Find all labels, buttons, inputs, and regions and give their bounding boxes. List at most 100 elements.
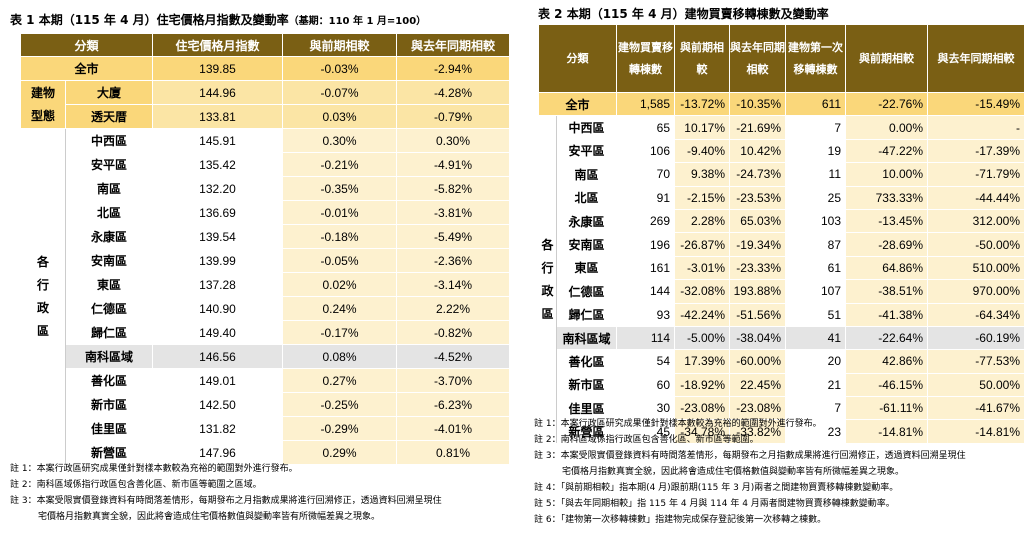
cell-mom: 0.24% <box>282 296 398 321</box>
table-row: 各行政區中西區 65 10.17% -21.69% 7 0.00% - <box>538 115 1024 444</box>
cell-mom: -0.01% <box>282 200 398 225</box>
cell-index: 144.96 <box>152 80 284 105</box>
cell-cnt: 91 <box>616 185 675 210</box>
cell-mom: -3.01% <box>674 255 730 281</box>
table-row: 歸仁區 149.40 -0.17% -0.82% <box>21 320 511 345</box>
cell-mom: -0.07% <box>282 80 398 105</box>
table-row: 北區 91 -2.15% -23.53% 25 733.33% -44.44% <box>539 185 1024 210</box>
cell-mom: -13.72% <box>674 91 730 117</box>
cell-mom: 0.27% <box>282 368 398 393</box>
cell-fyoy: -44.44% <box>927 185 1024 210</box>
cell-yoy: -3.70% <box>396 368 511 393</box>
table2-note-4: 註 4：「與前期相較」指本期(4 月)跟前期(115 年 3 月)兩者之間建物買… <box>534 483 899 493</box>
table1-title-text: 表 1 本期（115 年 4 月）住宅價格月指數及變動率 <box>10 13 289 27</box>
cell-fmom: -22.64% <box>845 325 928 351</box>
cell-cnt: 93 <box>616 302 675 327</box>
cell-fyoy: -50.00% <box>927 232 1024 257</box>
cell-first: 107 <box>785 279 846 304</box>
table1-header-row: 分類 住宅價格月指數 與前期相較 與去年同期相較 <box>19 33 511 57</box>
cell-yoy: -3.81% <box>396 200 511 225</box>
table2-note-5: 註 5：「與去年同期相較」指 115 年 4 月與 114 年 4 月兩者間建物… <box>534 499 895 509</box>
cell-mom: 2.28% <box>674 208 730 234</box>
cell-first: 87 <box>785 232 846 257</box>
cell-yoy: -2.36% <box>396 248 511 273</box>
row-name: 安南區 <box>556 232 617 257</box>
table-row: 各行政區中西區 145.91 0.30% 0.30% <box>20 128 511 465</box>
row-name: 佳里區 <box>64 416 154 441</box>
table-row: 南區 132.20 -0.35% -5.82% <box>21 176 511 201</box>
t2-header-category: 分類 <box>538 24 617 93</box>
cell-index: 149.40 <box>152 320 284 345</box>
row-name: 北區 <box>556 185 617 210</box>
cell-fyoy: -64.34% <box>927 302 1024 327</box>
cell-mom: 10.17% <box>674 115 730 140</box>
table-row: 安南區 196 -26.87% -19.34% 87 -28.69% -50.00% <box>539 232 1024 257</box>
cell-yoy: 65.03% <box>729 208 786 234</box>
table-row: 南科區域 146.56 0.08% -4.52% <box>21 344 511 369</box>
cell-mom: -42.24% <box>674 302 730 327</box>
t2-header-first: 建物第一次移轉棟數 <box>785 24 846 93</box>
cell-cnt: 114 <box>616 325 675 351</box>
group-label-char: 各 <box>36 254 49 269</box>
table-row: 東區 137.28 0.02% -3.14% <box>21 272 511 297</box>
cell-fyoy: 312.00% <box>927 208 1024 234</box>
cell-yoy: -4.28% <box>396 80 511 105</box>
cell-index: 149.01 <box>152 368 284 393</box>
row-name: 善化區 <box>64 368 154 393</box>
table1-note-3: 註 3：本案受限實價登錄資料有時間落差情形，每期發布之月指數成果將進行回溯修正，… <box>10 496 442 506</box>
table-row: 仁德區 140.90 0.24% 2.22% <box>21 296 511 321</box>
cell-cnt: 106 <box>616 138 675 164</box>
table-row: 仁德區 144 -32.08% 193.88% 107 -38.51% 970.00% <box>539 279 1024 304</box>
cell-yoy: -4.01% <box>396 416 511 441</box>
cell-mom: -0.17% <box>282 320 398 345</box>
cell-fmom: 10.00% <box>845 162 928 187</box>
table-row: 透天厝 133.81 0.03% -0.79% <box>21 104 511 129</box>
table2-title: 表 2 本期（115 年 4 月）建物買賣移轉棟數及變動率 <box>538 7 829 21</box>
cell-first: 25 <box>785 185 846 210</box>
group-label-char: 政 <box>36 300 49 315</box>
cell-mom: -34.78% <box>674 419 730 444</box>
cell-yoy: -0.79% <box>396 104 511 129</box>
cell-fyoy: -15.49% <box>927 91 1024 117</box>
cell-fmom: -14.81% <box>845 419 928 444</box>
row-name: 歸仁區 <box>64 320 154 345</box>
table1-note-2: 註 2：南科區域係指行政區包含善化區、新市區等範圍之區域。 <box>10 480 262 490</box>
row-name: 善化區 <box>556 349 617 374</box>
cell-mom: 17.39% <box>674 349 730 374</box>
cell-yoy: 0.30% <box>396 128 511 153</box>
cell-mom: -0.03% <box>282 56 398 81</box>
row-name: 新營區 <box>64 440 154 465</box>
cell-cnt: 54 <box>616 349 675 374</box>
table2-header-row: 分類 建物買賣移轉棟數 與前期相較 與去年同期相較 建物第一次移轉棟數 與前期相… <box>538 24 1024 93</box>
cell-cnt: 161 <box>616 255 675 281</box>
cell-index: 142.50 <box>152 392 284 417</box>
cell-yoy: -3.14% <box>396 272 511 297</box>
cell-yoy: 2.22% <box>396 296 511 321</box>
table-row: 新市區 142.50 -0.25% -6.23% <box>21 392 511 417</box>
cell-mom: 0.30% <box>282 128 398 153</box>
cell-yoy: -24.73% <box>729 162 786 187</box>
t2-header-count: 建物買賣移轉棟數 <box>616 24 675 93</box>
header-yoy: 與去年同期相較 <box>396 33 511 57</box>
cell-index: 133.81 <box>152 104 284 129</box>
table-row: 歸仁區 93 -42.24% -51.56% 51 -41.38% -64.34% <box>539 302 1024 327</box>
cell-yoy: 10.42% <box>729 138 786 164</box>
cell-fyoy: -60.19% <box>927 325 1024 351</box>
cell-fmom: -41.38% <box>845 302 928 327</box>
header-mom: 與前期相較 <box>282 33 398 57</box>
header-index: 住宅價格月指數 <box>152 33 284 57</box>
table-row: 南區 70 9.38% -24.73% 11 10.00% -71.79% <box>539 162 1024 187</box>
row-name: 歸仁區 <box>556 302 617 327</box>
row-name: 南科區域 <box>64 344 154 369</box>
table-row: 南科區域 114 -5.00% -38.04% 41 -22.64% -60.19% <box>539 325 1024 351</box>
table-row: 東區 161 -3.01% -23.33% 61 64.86% 510.00% <box>539 255 1024 281</box>
cell-mom: 0.29% <box>282 440 398 465</box>
district-group-label: 各行政區 <box>538 115 557 444</box>
row-name: 南區 <box>64 176 154 201</box>
cell-yoy: 193.88% <box>729 279 786 304</box>
cell-yoy: -5.82% <box>396 176 511 201</box>
table-row-total: 全市 139.85 -0.03% -2.94% <box>19 56 511 81</box>
cell-fmom: -22.76% <box>845 91 928 117</box>
table2-note-6: 註 6：「建物第一次移轉棟數」指建物完成保存登記後第一次移轉之棟數。 <box>534 515 827 525</box>
row-name: 南科區域 <box>556 325 617 351</box>
